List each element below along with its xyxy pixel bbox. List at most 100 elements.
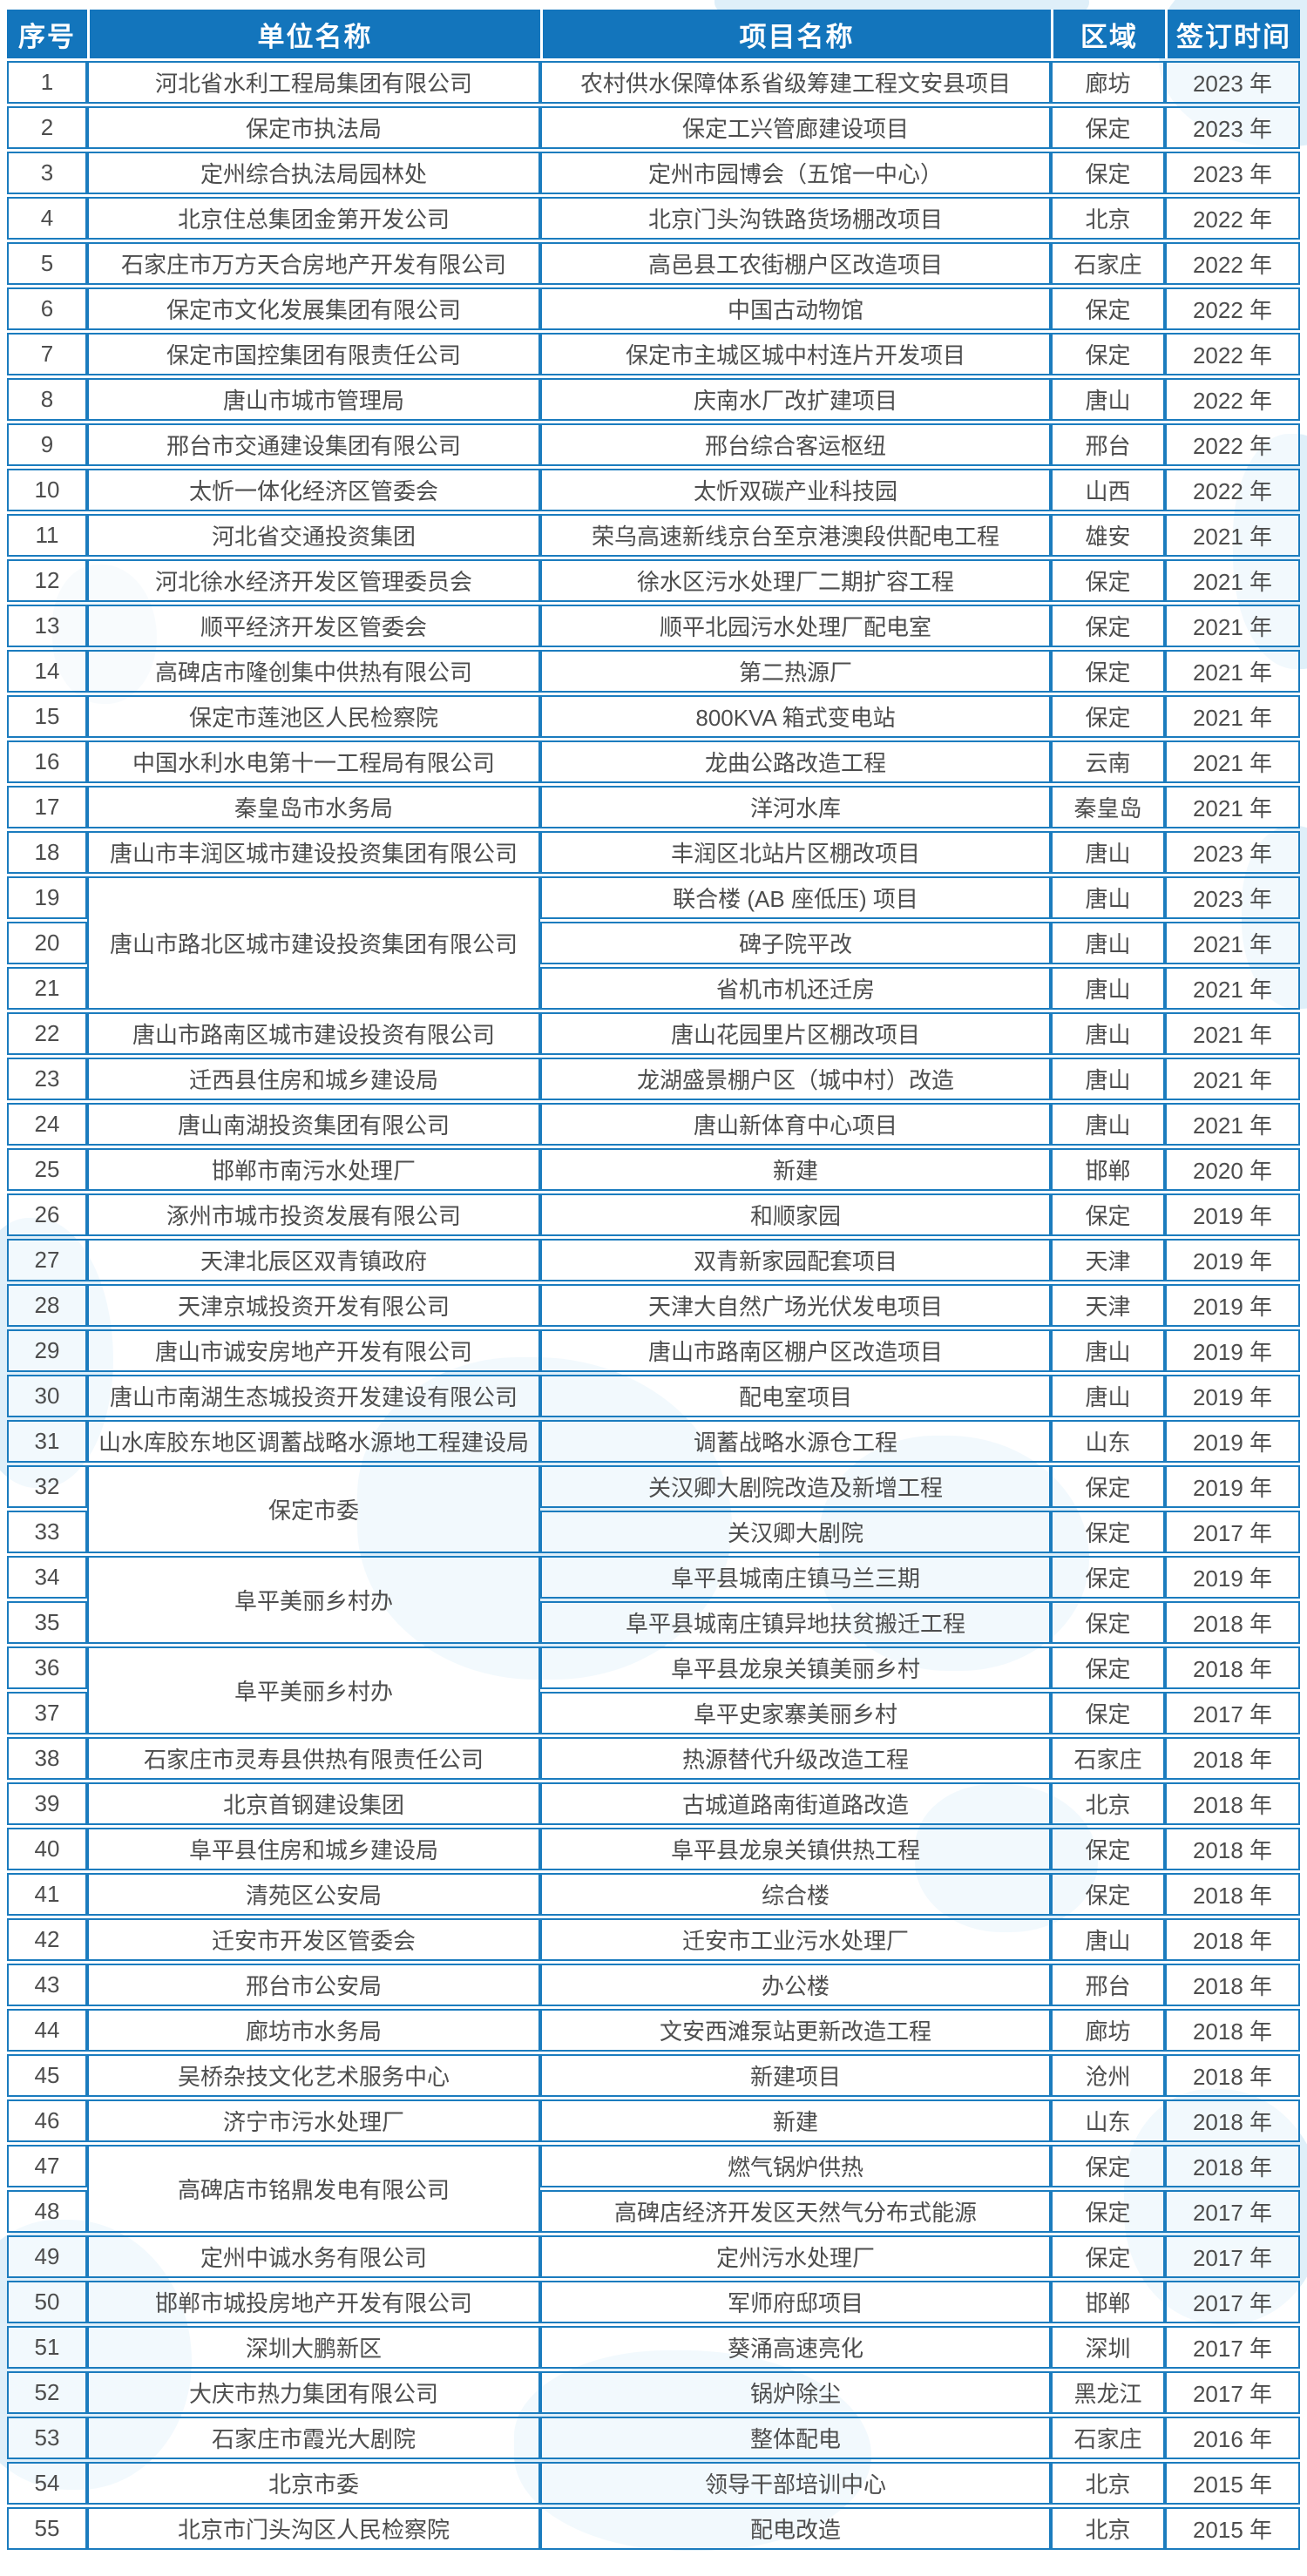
cell-sign-year: 2021 年 <box>1165 650 1300 693</box>
cell-serial-number: 26 <box>7 1193 87 1236</box>
cell-serial-number: 42 <box>7 1918 87 1961</box>
table-row: 45 吴桥杂技文化艺术服务中心 新建项目 沧州 2018 年 <box>7 2054 1300 2097</box>
cell-sign-year: 2022 年 <box>1165 287 1300 330</box>
cell-unit-name: 定州综合执法局园林处 <box>87 152 540 194</box>
cell-region: 保定 <box>1051 152 1165 194</box>
table-row: 48 高碑店经济开发区天然气分布式能源 保定 2017 年 <box>7 2190 1300 2233</box>
cell-unit-name: 迁西县住房和城乡建设局 <box>87 1058 540 1100</box>
cell-sign-year: 2022 年 <box>1165 333 1300 375</box>
cell-unit-name: 邯郸市城投房地产开发有限公司 <box>87 2281 540 2323</box>
table-row: 4 北京住总集团金第开发公司 北京门头沟铁路货场棚改项目 北京 2022 年 <box>7 197 1300 240</box>
cell-unit-name: 吴桥杂技文化艺术服务中心 <box>87 2054 540 2097</box>
cell-serial-number: 4 <box>7 197 87 240</box>
table-row: 47 高碑店市铭鼎发电有限公司 燃气锅炉供热 保定 2018 年 <box>7 2145 1300 2233</box>
cell-serial-number: 9 <box>7 423 87 466</box>
cell-serial-number: 51 <box>7 2326 87 2369</box>
cell-project-name: 配电室项目 <box>540 1375 1051 1417</box>
cell-unit-name: 廊坊市水务局 <box>87 2009 540 2052</box>
header-serial-number: 序号 <box>7 10 87 58</box>
cell-sign-year: 2021 年 <box>1165 1058 1300 1100</box>
cell-project-name: 新建 <box>540 2099 1051 2142</box>
cell-project-name: 调蓄战略水源仓工程 <box>540 1420 1051 1463</box>
cell-project-name: 龙湖盛景棚户区（城中村）改造 <box>540 1058 1051 1100</box>
cell-serial-number: 39 <box>7 1782 87 1825</box>
table-row: 17 秦皇岛市水务局 洋河水库 秦皇岛 2021 年 <box>7 786 1300 828</box>
cell-unit-name: 济宁市污水处理厂 <box>87 2099 540 2142</box>
cell-unit-name: 邯郸市南污水处理厂 <box>87 1148 540 1191</box>
cell-sign-year: 2018 年 <box>1165 2054 1300 2097</box>
cell-serial-number: 16 <box>7 740 87 783</box>
cell-unit-name: 唐山市路北区城市建设投资集团有限公司 <box>87 876 540 1010</box>
table-row: 11 河北省交通投资集团 荣乌高速新线京台至京港澳段供配电工程 雄安 2021 年 <box>7 514 1300 557</box>
cell-project-name: 迁安市工业污水处理厂 <box>540 1918 1051 1961</box>
cell-sign-year: 2019 年 <box>1165 1556 1300 1599</box>
cell-project-name: 太忻双碳产业科技园 <box>540 469 1051 511</box>
cell-project-name: 碑子院平改 <box>540 922 1051 964</box>
cell-project-name: 领导干部培训中心 <box>540 2462 1051 2505</box>
cell-sign-year: 2021 年 <box>1165 1103 1300 1146</box>
cell-sign-year: 2016 年 <box>1165 2417 1300 2459</box>
cell-unit-name: 唐山市城市管理局 <box>87 378 540 421</box>
cell-serial-number: 22 <box>7 1012 87 1055</box>
cell-serial-number: 50 <box>7 2281 87 2323</box>
table-row: 40 阜平县住房和城乡建设局 阜平县龙泉关镇供热工程 保定 2018 年 <box>7 1828 1300 1870</box>
cell-sign-year: 2017 年 <box>1165 1511 1300 1553</box>
cell-sign-year: 2018 年 <box>1165 1782 1300 1825</box>
cell-region: 唐山 <box>1051 1103 1165 1146</box>
cell-serial-number: 44 <box>7 2009 87 2052</box>
cell-serial-number: 28 <box>7 1284 87 1327</box>
table-row: 22 唐山市路南区城市建设投资有限公司 唐山花园里片区棚改项目 唐山 2021 年 <box>7 1012 1300 1055</box>
cell-sign-year: 2023 年 <box>1165 106 1300 149</box>
cell-region: 保定 <box>1051 1556 1165 1599</box>
cell-sign-year: 2018 年 <box>1165 2009 1300 2052</box>
cell-region: 保定 <box>1051 1193 1165 1236</box>
table-row: 26 涿州市城市投资发展有限公司 和顺家园 保定 2019 年 <box>7 1193 1300 1236</box>
cell-unit-name: 保定市国控集团有限责任公司 <box>87 333 540 375</box>
cell-project-name: 徐水区污水处理厂二期扩容工程 <box>540 559 1051 602</box>
cell-serial-number: 8 <box>7 378 87 421</box>
cell-serial-number: 3 <box>7 152 87 194</box>
cell-serial-number: 53 <box>7 2417 87 2459</box>
table-row: 51 深圳大鹏新区 葵涌高速亮化 深圳 2017 年 <box>7 2326 1300 2369</box>
table-row: 30 唐山市南湖生态城投资开发建设有限公司 配电室项目 唐山 2019 年 <box>7 1375 1300 1417</box>
cell-project-name: 阜平史家寨美丽乡村 <box>540 1692 1051 1734</box>
cell-sign-year: 2023 年 <box>1165 152 1300 194</box>
header-sign-date: 签订时间 <box>1165 10 1300 58</box>
cell-unit-name: 定州中诚水务有限公司 <box>87 2235 540 2278</box>
cell-project-name: 新建项目 <box>540 2054 1051 2097</box>
cell-project-name: 和顺家园 <box>540 1193 1051 1236</box>
cell-serial-number: 6 <box>7 287 87 330</box>
cell-region: 邯郸 <box>1051 2281 1165 2323</box>
cell-unit-name: 保定市文化发展集团有限公司 <box>87 287 540 330</box>
cell-region: 保定 <box>1051 650 1165 693</box>
cell-project-name: 800KVA 箱式变电站 <box>540 695 1051 738</box>
cell-region: 唐山 <box>1051 831 1165 874</box>
cell-unit-name: 唐山南湖投资集团有限公司 <box>87 1103 540 1146</box>
cell-unit-name: 山水库胶东地区调蓄战略水源地工程建设局 <box>87 1420 540 1463</box>
cell-serial-number: 21 <box>7 967 87 1010</box>
cell-region: 保定 <box>1051 2235 1165 2278</box>
cell-region: 唐山 <box>1051 922 1165 964</box>
cell-unit-name: 大庆市热力集团有限公司 <box>87 2371 540 2414</box>
cell-project-name: 唐山花园里片区棚改项目 <box>540 1012 1051 1055</box>
cell-region: 秦皇岛 <box>1051 786 1165 828</box>
cell-sign-year: 2015 年 <box>1165 2507 1300 2550</box>
cell-sign-year: 2021 年 <box>1165 514 1300 557</box>
table-row: 13 顺平经济开发区管委会 顺平北园污水处理厂配电室 保定 2021 年 <box>7 605 1300 647</box>
table-row: 10 太忻一体化经济区管委会 太忻双碳产业科技园 山西 2022 年 <box>7 469 1300 511</box>
table-row: 39 北京首钢建设集团 古城道路南街道路改造 北京 2018 年 <box>7 1782 1300 1825</box>
cell-sign-year: 2021 年 <box>1165 605 1300 647</box>
table-row: 38 石家庄市灵寿县供热有限责任公司 热源替代升级改造工程 石家庄 2018 年 <box>7 1737 1300 1780</box>
cell-serial-number: 31 <box>7 1420 87 1463</box>
table-row: 18 唐山市丰润区城市建设投资集团有限公司 丰润区北站片区棚改项目 唐山 2023 年 <box>7 831 1300 874</box>
table-row: 19 唐山市路北区城市建设投资集团有限公司 联合楼 (AB 座低压) 项目 唐山 202… <box>7 876 1300 1010</box>
cell-project-name: 锅炉除尘 <box>540 2371 1051 2414</box>
cell-project-name: 荣乌高速新线京台至京港澳段供配电工程 <box>540 514 1051 557</box>
cell-unit-name: 阜平美丽乡村办 <box>87 1646 540 1734</box>
cell-region: 北京 <box>1051 1782 1165 1825</box>
cell-region: 山东 <box>1051 1420 1165 1463</box>
table-row: 52 大庆市热力集团有限公司 锅炉除尘 黑龙江 2017 年 <box>7 2371 1300 2414</box>
cell-unit-name: 迁安市开发区管委会 <box>87 1918 540 1961</box>
table-row: 27 天津北辰区双青镇政府 双青新家园配套项目 天津 2019 年 <box>7 1239 1300 1281</box>
